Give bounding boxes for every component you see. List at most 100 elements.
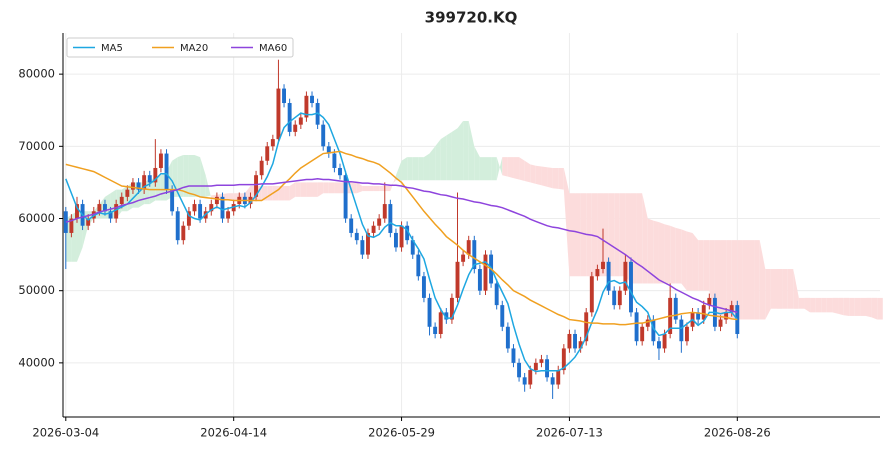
candle-body	[511, 348, 516, 363]
candle-body	[455, 261, 460, 298]
candle-body	[673, 297, 678, 320]
candle-body	[293, 124, 298, 132]
cloud	[563, 167, 570, 277]
cloud	[547, 167, 553, 189]
candle-body	[662, 333, 667, 349]
cloud	[871, 297, 878, 320]
y-tick-label: 60000	[18, 211, 55, 225]
x-tick-label: 2026-04-14	[200, 426, 267, 440]
cloud	[664, 224, 671, 284]
cloud	[832, 297, 839, 314]
candle-body	[584, 312, 589, 342]
candle-body	[354, 232, 359, 241]
cloud	[748, 240, 755, 320]
cloud	[726, 240, 732, 320]
cloud	[552, 167, 559, 189]
cloud	[614, 193, 620, 277]
ma-line	[65, 112, 738, 373]
candle-body	[142, 175, 147, 190]
candle-body	[147, 175, 152, 183]
candle-body	[556, 370, 561, 385]
candle-body	[657, 341, 661, 349]
candle-body	[399, 225, 404, 248]
candle-body	[438, 312, 443, 334]
cloud	[423, 153, 430, 181]
candle-body	[421, 276, 426, 298]
candle-body	[483, 254, 488, 291]
candle-body	[326, 146, 331, 154]
cloud	[569, 193, 576, 277]
candle-body	[282, 88, 286, 104]
cloud	[647, 218, 654, 284]
candle-body	[265, 146, 270, 161]
candle-body	[707, 297, 712, 306]
cloud	[530, 164, 536, 184]
candle-body	[427, 297, 432, 327]
cloud	[698, 240, 704, 291]
candle-body	[164, 153, 169, 190]
cloud	[412, 157, 419, 181]
cloud	[580, 193, 587, 277]
candle-body	[226, 211, 231, 219]
cloud	[356, 182, 363, 194]
cloud	[591, 193, 598, 277]
candle-body	[382, 204, 387, 219]
cloud	[323, 182, 329, 194]
candle-body	[298, 117, 303, 125]
candle-body	[214, 196, 219, 205]
cloud	[373, 186, 380, 192]
cloud	[312, 182, 318, 197]
cloud	[228, 193, 234, 201]
ma-line	[65, 178, 738, 314]
x-tick-label: 2026-07-13	[536, 426, 603, 440]
legend-label: MA20	[180, 43, 208, 54]
cloud	[362, 186, 368, 192]
candle-body	[612, 290, 617, 306]
candle-body	[724, 312, 729, 320]
cloud	[838, 297, 844, 316]
cloud	[770, 269, 777, 309]
cloud	[720, 240, 727, 320]
candle-body	[444, 312, 449, 320]
cloud	[558, 167, 564, 190]
cloud	[306, 182, 313, 197]
cloud	[821, 297, 827, 313]
cloud	[390, 175, 396, 192]
cloud	[849, 297, 855, 316]
cloud	[877, 297, 883, 320]
cloud	[446, 131, 452, 181]
x-tick-label: 2026-08-26	[704, 426, 771, 440]
candle-body	[181, 225, 186, 241]
candle-body	[209, 204, 214, 212]
candle-body	[433, 326, 438, 334]
candle-body	[578, 341, 583, 349]
cloud	[670, 225, 676, 284]
candle-body	[119, 196, 124, 205]
cloud	[619, 193, 626, 277]
cloud	[754, 240, 760, 320]
cloud	[284, 186, 290, 201]
cloud	[261, 186, 268, 201]
candle-body	[601, 261, 605, 270]
x-tick-label: 2026-03-04	[32, 426, 99, 440]
candle-body	[410, 240, 415, 255]
candle-body	[270, 139, 275, 147]
y-tick-label: 80000	[18, 67, 55, 81]
candle-body	[550, 377, 555, 385]
x-tick-label: 2026-05-29	[368, 426, 435, 440]
candle-body	[349, 218, 354, 233]
cloud	[328, 182, 335, 194]
cloud	[524, 160, 531, 183]
candle-body	[97, 204, 102, 212]
candle-body	[522, 377, 527, 385]
candle-body	[634, 312, 639, 342]
candle-body	[158, 153, 163, 168]
cloud	[608, 193, 615, 277]
cloud	[351, 182, 357, 194]
cloud	[496, 157, 503, 181]
candle-body	[69, 218, 74, 233]
cloud	[776, 269, 783, 309]
candle-body	[651, 319, 656, 342]
candle-body	[640, 326, 645, 342]
